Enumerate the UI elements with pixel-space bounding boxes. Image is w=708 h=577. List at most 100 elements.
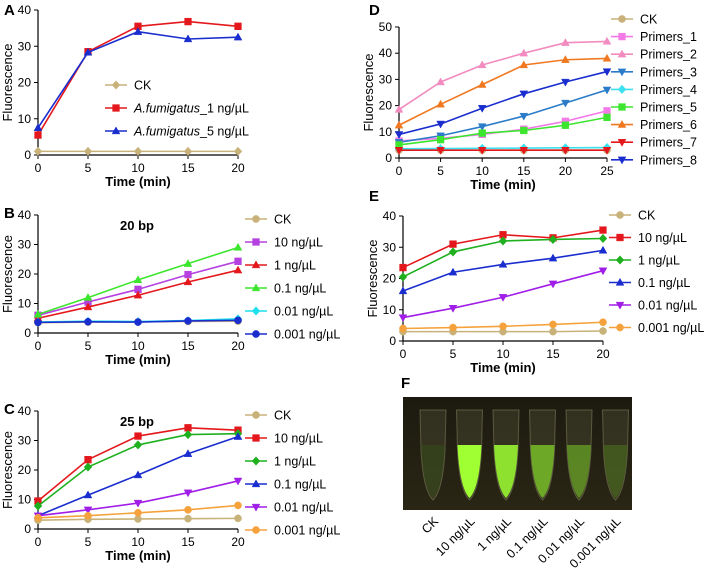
data-point	[133, 275, 143, 284]
legend: CK 10 ng/µL 1 ng/µL 0.1 ng/µL 0.01 ng/µL 0.00…	[245, 409, 340, 538]
panel-letter-d: D	[369, 2, 380, 19]
series-primers-7	[394, 147, 612, 155]
data-point	[436, 136, 445, 144]
data-point	[449, 240, 457, 248]
legend-item: 0.01 ng/µL	[609, 299, 697, 313]
legend-marker	[252, 238, 260, 246]
data-point	[394, 104, 404, 113]
legend-item: 0.01 ng/µL	[245, 305, 333, 319]
data-point	[436, 120, 445, 129]
y-tick-label: 10	[18, 493, 32, 507]
legend-label: CK	[134, 79, 152, 93]
y-tick-label: 0	[389, 334, 396, 348]
legend-item: Primers_1	[611, 30, 697, 44]
data-point	[83, 490, 93, 499]
legend-label: 0.01 ng/µL	[638, 299, 697, 313]
series-primers-6	[394, 53, 612, 129]
legend-item: 10 ng/µL	[245, 236, 323, 250]
legend-item: Primers_3	[611, 65, 697, 79]
legend-marker	[617, 156, 627, 165]
tube-label: CK	[419, 514, 442, 537]
data-point	[394, 120, 404, 129]
x-tick-label: 0	[35, 161, 42, 175]
x-tick-label: 15	[546, 347, 560, 361]
data-point	[477, 80, 487, 88]
legend-item: 1 ng/µL	[609, 254, 680, 268]
legend-label: 1 ng/µL	[638, 254, 680, 268]
data-point	[233, 146, 243, 156]
data-point	[83, 293, 93, 301]
legend-marker	[251, 503, 261, 512]
legend-marker	[252, 434, 260, 442]
data-point	[603, 113, 611, 122]
series-0-001-ng-ul	[399, 318, 607, 333]
data-point	[561, 55, 570, 63]
legend-item: Primers_7	[611, 136, 697, 150]
x-axis-label: Time (min)	[105, 548, 171, 563]
x-tick-label: 20	[231, 339, 245, 353]
data-point	[34, 131, 42, 139]
series-primers-3	[394, 86, 612, 147]
legend-marker	[616, 211, 624, 219]
data-point	[184, 514, 192, 523]
data-point	[519, 90, 529, 99]
data-point	[602, 147, 612, 155]
x-tick-label: 10	[496, 347, 510, 361]
legend-label: Primers_5	[640, 101, 697, 115]
legend-item: 0.001 ng/µL	[245, 328, 340, 342]
x-tick-label: 20	[231, 535, 245, 549]
legend-item: 0.1 ng/µL	[245, 478, 326, 492]
y-tick-label: 20	[18, 76, 32, 90]
data-point	[498, 294, 508, 302]
y-tick-label: 40	[383, 209, 397, 223]
legend-item: CK	[245, 213, 292, 227]
legend-label: CK	[638, 209, 656, 223]
legend-label: Primers_6	[640, 118, 697, 132]
legend-label: CK	[274, 409, 292, 423]
legend-label: 0.1 ng/µL	[274, 282, 326, 296]
panel-e-line-chart: E 0 10 20 30 40 0 5 10 15 20 Time (min) Fluorescence…	[365, 188, 704, 375]
y-tick-label: 40	[18, 208, 32, 222]
data-point	[599, 318, 607, 327]
x-axis-label: Time (min)	[470, 177, 536, 192]
y-tick-label: 50	[379, 20, 393, 34]
data-point	[233, 477, 243, 486]
legend-label: Primers_3	[640, 65, 697, 79]
data-point	[133, 27, 143, 35]
x-axis-label: Time (min)	[470, 360, 536, 375]
data-point	[448, 267, 458, 276]
data-point	[602, 86, 612, 95]
legend: CK Primers_1 Primers_2 Primers_3 Primers_4 Pr…	[611, 13, 697, 167]
data-point	[398, 272, 408, 282]
legend-label: 0.001 ng/µL	[274, 328, 340, 342]
legend-marker	[615, 255, 625, 265]
tube-label: 10 ng/µL	[433, 514, 478, 559]
y-tick-label: 20	[18, 267, 32, 281]
x-tick-label: 15	[517, 164, 531, 178]
y-tick-label: 10	[383, 303, 397, 317]
tube-liquid	[567, 445, 591, 498]
data-point	[83, 146, 93, 156]
y-axis-label: Fluorescence	[0, 431, 15, 509]
x-tick-label: 20	[559, 164, 573, 178]
legend: CK 10 ng/µL 1 ng/µL 0.1 ng/µL 0.01 ng/µL 0.00…	[609, 209, 704, 335]
legend-label: 0.1 ng/µL	[274, 478, 326, 492]
data-point	[183, 259, 193, 267]
legend-marker	[111, 80, 121, 90]
data-point	[133, 440, 143, 450]
legend-item: Primers_5	[611, 101, 697, 115]
legend-item: CK	[105, 79, 152, 93]
data-point	[234, 501, 242, 510]
x-tick-label: 10	[131, 535, 145, 549]
y-tick-label: 0	[24, 148, 31, 162]
y-tick-label: 30	[379, 72, 393, 86]
x-axis-label: Time (min)	[105, 174, 171, 189]
y-tick-label: 20	[18, 463, 32, 477]
data-point	[183, 429, 193, 440]
data-point	[233, 265, 243, 274]
x-tick-label: 5	[450, 347, 457, 361]
panel-letter-b: B	[4, 205, 15, 222]
data-point	[83, 47, 93, 56]
